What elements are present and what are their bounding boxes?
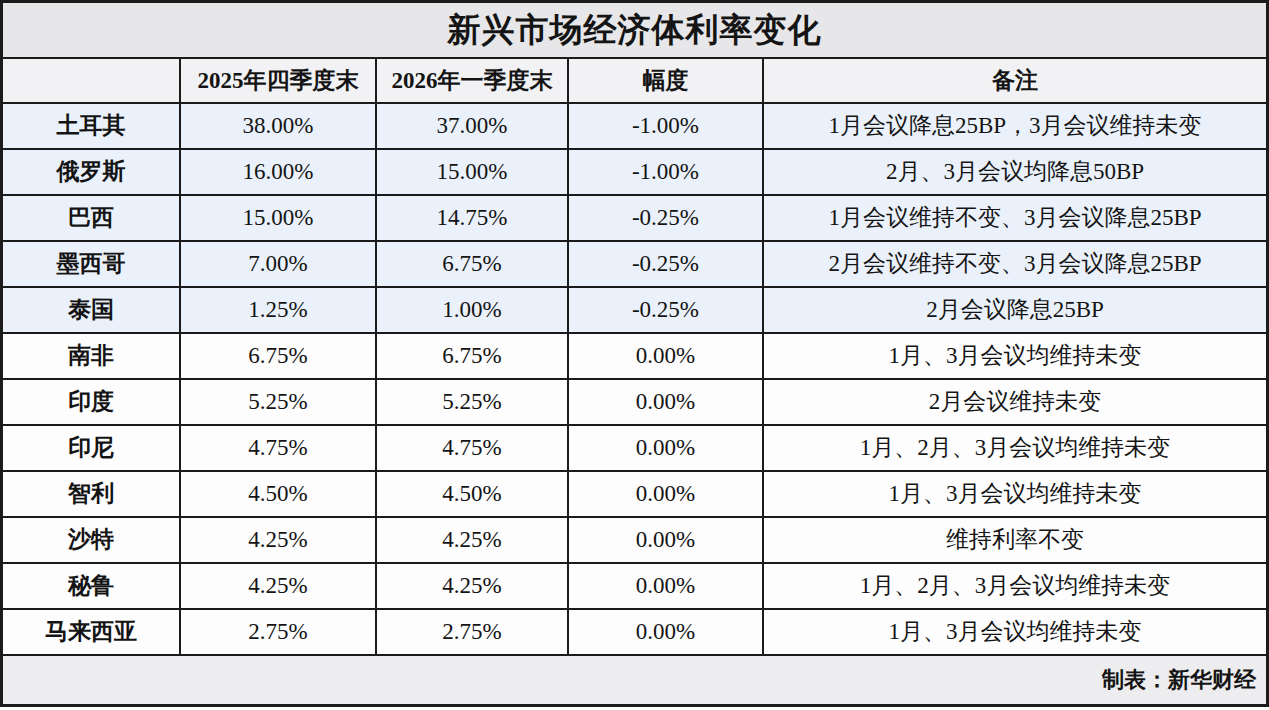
- note-cell: 2月会议维持不变、3月会议降息25BP: [764, 242, 1266, 286]
- q1-2026-cell: 4.25%: [377, 518, 569, 562]
- country-cell: 巴西: [3, 196, 181, 240]
- q1-2026-cell: 37.00%: [377, 104, 569, 148]
- q1-2026-cell: 1.00%: [377, 288, 569, 332]
- country-cell: 泰国: [3, 288, 181, 332]
- country-cell: 墨西哥: [3, 242, 181, 286]
- table-title: 新兴市场经济体利率变化: [3, 3, 1266, 59]
- table-row: 南非6.75%6.75%0.00%1月、3月会议均维持未变: [3, 334, 1266, 380]
- table-row: 泰国1.25%1.00%-0.25%2月会议降息25BP: [3, 288, 1266, 334]
- q4-2025-cell: 38.00%: [181, 104, 377, 148]
- q4-2025-cell: 1.25%: [181, 288, 377, 332]
- table-row: 秘鲁4.25%4.25%0.00%1月、2月、3月会议均维持未变: [3, 564, 1266, 610]
- q1-2026-cell: 2.75%: [377, 610, 569, 654]
- q4-2025-cell: 16.00%: [181, 150, 377, 194]
- table-body: 土耳其38.00%37.00%-1.00%1月会议降息25BP，3月会议维持未变…: [3, 104, 1266, 656]
- note-cell: 1月、2月、3月会议均维持未变: [764, 564, 1266, 608]
- change-cell: 0.00%: [569, 426, 764, 470]
- country-cell: 马来西亚: [3, 610, 181, 654]
- q4-2025-cell: 4.50%: [181, 472, 377, 516]
- table-row: 巴西15.00%14.75%-0.25%1月会议维持不变、3月会议降息25BP: [3, 196, 1266, 242]
- country-cell: 印度: [3, 380, 181, 424]
- country-cell: 智利: [3, 472, 181, 516]
- change-cell: 0.00%: [569, 334, 764, 378]
- q4-2025-cell: 4.75%: [181, 426, 377, 470]
- change-cell: 0.00%: [569, 380, 764, 424]
- country-cell: 俄罗斯: [3, 150, 181, 194]
- note-cell: 1月、3月会议均维持未变: [764, 610, 1266, 654]
- q4-2025-cell: 15.00%: [181, 196, 377, 240]
- header-change: 幅度: [569, 59, 764, 102]
- note-cell: 2月、3月会议均降息50BP: [764, 150, 1266, 194]
- change-cell: -1.00%: [569, 150, 764, 194]
- q1-2026-cell: 4.75%: [377, 426, 569, 470]
- change-cell: 0.00%: [569, 564, 764, 608]
- change-cell: 0.00%: [569, 472, 764, 516]
- q4-2025-cell: 5.25%: [181, 380, 377, 424]
- country-cell: 南非: [3, 334, 181, 378]
- header-q1-2026: 2026年一季度末: [377, 59, 569, 102]
- credit-label: 制表：新华财经: [1102, 665, 1256, 695]
- rate-change-table: 新兴市场经济体利率变化 2025年四季度末 2026年一季度末 幅度 备注 土耳…: [0, 0, 1269, 707]
- q1-2026-cell: 4.25%: [377, 564, 569, 608]
- q4-2025-cell: 2.75%: [181, 610, 377, 654]
- q1-2026-cell: 15.00%: [377, 150, 569, 194]
- header-note: 备注: [764, 59, 1266, 102]
- q4-2025-cell: 4.25%: [181, 518, 377, 562]
- table-row: 智利4.50%4.50%0.00%1月、3月会议均维持未变: [3, 472, 1266, 518]
- table-row: 印尼4.75%4.75%0.00%1月、2月、3月会议均维持未变: [3, 426, 1266, 472]
- q1-2026-cell: 5.25%: [377, 380, 569, 424]
- table-row: 土耳其38.00%37.00%-1.00%1月会议降息25BP，3月会议维持未变: [3, 104, 1266, 150]
- note-cell: 1月、3月会议均维持未变: [764, 472, 1266, 516]
- q1-2026-cell: 6.75%: [377, 242, 569, 286]
- country-cell: 沙特: [3, 518, 181, 562]
- note-cell: 1月会议降息25BP，3月会议维持未变: [764, 104, 1266, 148]
- country-cell: 秘鲁: [3, 564, 181, 608]
- change-cell: -0.25%: [569, 196, 764, 240]
- country-cell: 印尼: [3, 426, 181, 470]
- change-cell: 0.00%: [569, 610, 764, 654]
- change-cell: -0.25%: [569, 288, 764, 332]
- table-row: 印度5.25%5.25%0.00%2月会议维持未变: [3, 380, 1266, 426]
- q4-2025-cell: 4.25%: [181, 564, 377, 608]
- q1-2026-cell: 6.75%: [377, 334, 569, 378]
- table-footer: 制表：新华财经: [3, 656, 1266, 704]
- table-row: 墨西哥7.00%6.75%-0.25%2月会议维持不变、3月会议降息25BP: [3, 242, 1266, 288]
- q1-2026-cell: 4.50%: [377, 472, 569, 516]
- header-row: 2025年四季度末 2026年一季度末 幅度 备注: [3, 59, 1266, 104]
- note-cell: 维持利率不变: [764, 518, 1266, 562]
- header-country: [3, 59, 181, 102]
- table-row: 沙特4.25%4.25%0.00%维持利率不变: [3, 518, 1266, 564]
- q1-2026-cell: 14.75%: [377, 196, 569, 240]
- header-q4-2025: 2025年四季度末: [181, 59, 377, 102]
- table-row: 俄罗斯16.00%15.00%-1.00%2月、3月会议均降息50BP: [3, 150, 1266, 196]
- change-cell: -0.25%: [569, 242, 764, 286]
- q4-2025-cell: 7.00%: [181, 242, 377, 286]
- note-cell: 2月会议降息25BP: [764, 288, 1266, 332]
- note-cell: 1月、2月、3月会议均维持未变: [764, 426, 1266, 470]
- note-cell: 1月会议维持不变、3月会议降息25BP: [764, 196, 1266, 240]
- q4-2025-cell: 6.75%: [181, 334, 377, 378]
- change-cell: 0.00%: [569, 518, 764, 562]
- change-cell: -1.00%: [569, 104, 764, 148]
- note-cell: 1月、3月会议均维持未变: [764, 334, 1266, 378]
- country-cell: 土耳其: [3, 104, 181, 148]
- note-cell: 2月会议维持未变: [764, 380, 1266, 424]
- table-row: 马来西亚2.75%2.75%0.00%1月、3月会议均维持未变: [3, 610, 1266, 656]
